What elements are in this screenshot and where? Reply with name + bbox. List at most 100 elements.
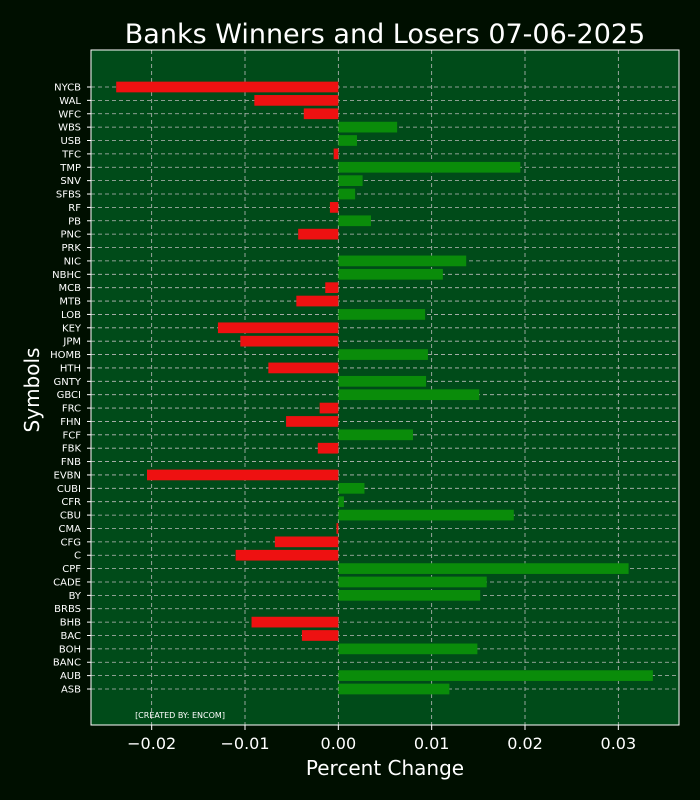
y-tick-label: SFBS	[56, 190, 81, 201]
bars	[116, 81, 653, 695]
y-tick-label: NBHC	[52, 270, 81, 281]
y-tick-label: CMA	[59, 524, 82, 535]
bar-by	[338, 590, 481, 601]
plot-frame	[90, 49, 680, 726]
y-tick-label: CADE	[53, 577, 81, 588]
bar-bac	[301, 630, 339, 641]
y-tick-label: LOB	[61, 310, 81, 321]
bar-jpm	[240, 335, 339, 347]
y-tick-label: CUBI	[57, 484, 81, 495]
bar-cma	[336, 523, 339, 534]
plot-area	[91, 50, 679, 725]
bar-c	[235, 549, 339, 561]
y-tick-label: MTB	[59, 297, 81, 308]
bar-tfc	[333, 148, 339, 160]
x-tick-label: −0.02	[127, 734, 176, 753]
bar-rf	[329, 202, 339, 213]
bar-nycb	[116, 81, 339, 93]
y-tick-label: C	[74, 551, 81, 562]
y-tick-label: FHN	[60, 417, 81, 428]
chart-title: Banks Winners and Losers 07-06-2025	[125, 19, 645, 50]
bar-pnc	[298, 228, 339, 240]
y-tick-label: FRC	[62, 404, 81, 415]
y-tick-label: CPF	[62, 564, 81, 575]
y-tick-label: NIC	[64, 256, 81, 267]
bar-usb	[338, 135, 357, 146]
y-tick-label: BHB	[60, 618, 81, 629]
bar-fhn	[286, 416, 339, 427]
bar-fcf	[338, 429, 413, 441]
y-tick-label: SNV	[60, 176, 81, 187]
bar-fbk	[317, 442, 339, 454]
bar-wal	[254, 95, 339, 106]
y-tick-label: BANC	[53, 658, 81, 669]
bar-evbn	[147, 469, 339, 481]
bar-cubi	[338, 482, 365, 494]
bar-cpf	[338, 563, 629, 574]
y-tick-label: WAL	[59, 96, 81, 107]
y-tick-label: USB	[60, 136, 81, 147]
y-tick-label: CFR	[61, 497, 81, 508]
y-tick-label: AUB	[60, 671, 81, 682]
y-tick-label: FBK	[62, 444, 82, 455]
bar-hth	[268, 362, 339, 374]
y-tick-label: HOMB	[50, 350, 81, 361]
y-tick-label: CFG	[61, 537, 81, 548]
x-tick-label: 0.02	[507, 734, 543, 753]
bar-mtb	[296, 295, 339, 307]
y-tick-label: GBCI	[57, 390, 81, 401]
bar-aub	[338, 670, 653, 681]
bar-cbu	[338, 509, 514, 521]
y-tick-label: PNC	[61, 230, 82, 241]
bar-pb	[338, 215, 371, 227]
bar-lob	[338, 309, 426, 320]
bar-frc	[319, 402, 339, 414]
bar-gnty	[338, 375, 427, 387]
x-tick-label: 0.03	[601, 734, 637, 753]
y-tick-label: JPM	[62, 337, 81, 348]
bar-cade	[338, 576, 487, 588]
y-tick-label: PB	[68, 216, 81, 227]
bar-wbs	[338, 121, 398, 133]
bar-cfr	[338, 496, 344, 508]
y-tick-label: EVBN	[54, 470, 82, 481]
bar-nbhc	[338, 268, 443, 280]
bar-tmp	[338, 161, 521, 173]
y-tick-label: BOH	[59, 644, 81, 655]
y-tick-label: FNB	[61, 457, 81, 468]
bar-homb	[338, 349, 428, 360]
x-tick-label: −0.01	[220, 734, 269, 753]
y-tick-label: NYCB	[54, 83, 81, 94]
y-tick-label: RF	[68, 203, 81, 214]
bar-gbci	[338, 389, 480, 401]
y-tick-labels: ASB AUB BANC BOH BAC BHB BRBS BY CADE CPF C CFG CMA C…	[50, 83, 91, 696]
y-tick-label: WBS	[58, 123, 81, 134]
x-tick-label: 0.00	[321, 734, 357, 753]
y-axis-label: Symbols	[20, 348, 44, 433]
y-tick-label: TMP	[59, 163, 81, 174]
y-tick-label: TFC	[61, 149, 81, 160]
bar-key	[217, 322, 339, 334]
bar-sfbs	[338, 188, 356, 200]
y-tick-label: BAC	[60, 631, 81, 642]
y-tick-label: WFC	[58, 109, 81, 120]
bar-mcb	[325, 282, 339, 294]
y-tick-label: KEY	[62, 323, 82, 334]
y-tick-label: FCF	[63, 430, 82, 441]
y-tick-label: MCB	[59, 283, 82, 294]
y-tick-label: HTH	[60, 363, 81, 374]
y-tick-label: GNTY	[54, 377, 82, 388]
bar-boh	[338, 643, 478, 655]
y-tick-label: BRBS	[54, 604, 81, 615]
bar-wfc	[303, 108, 339, 120]
x-tick-label: 0.01	[414, 734, 450, 753]
y-tick-label: CBU	[60, 511, 81, 522]
y-tick-label: PRK	[61, 243, 81, 254]
grid-lines	[91, 50, 679, 725]
y-tick-label: BY	[69, 591, 82, 602]
x-axis-label: Percent Change	[306, 756, 464, 780]
y-tick-label: ASB	[61, 685, 81, 696]
credit-label: [CREATED BY: ENCOM]	[135, 711, 225, 720]
bar-snv	[338, 175, 363, 186]
